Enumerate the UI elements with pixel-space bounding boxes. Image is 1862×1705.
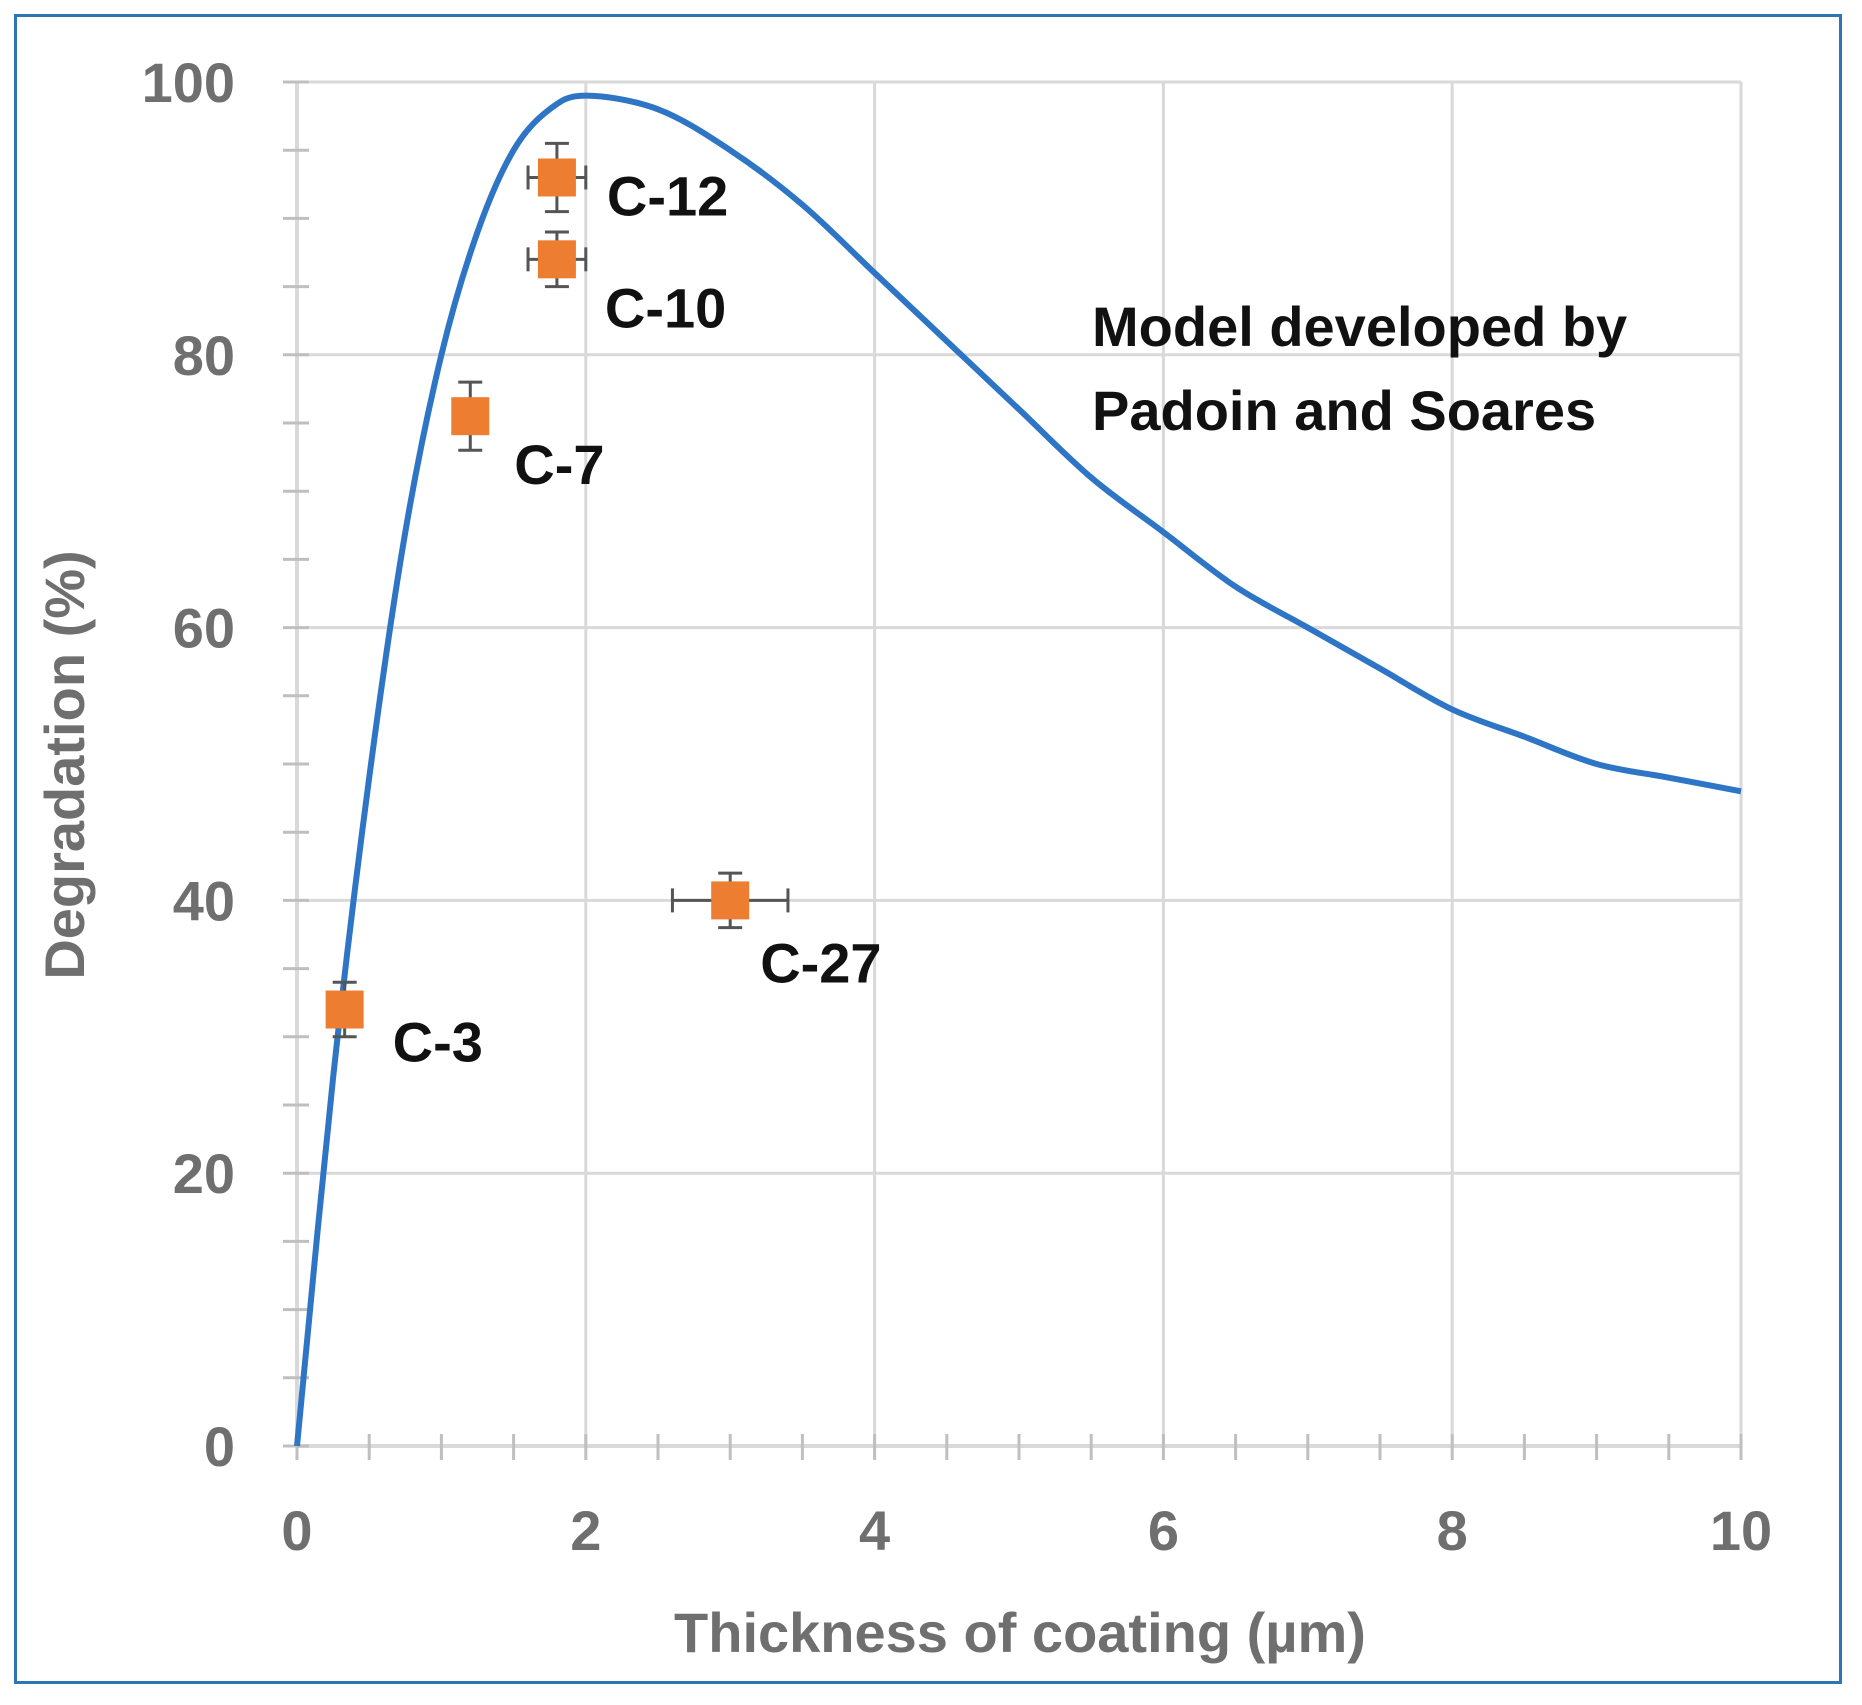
data-point-marker xyxy=(537,158,576,197)
y-tick-label: 20 xyxy=(173,1142,235,1205)
grid xyxy=(295,80,1743,1448)
point-labels: C-3 C-7 C-10 C-12 C-27 xyxy=(393,164,882,1073)
data-point-label: C-7 xyxy=(514,433,604,496)
y-tick-label: 80 xyxy=(173,324,235,387)
data-point-marker xyxy=(451,397,490,436)
y-tick-label: 60 xyxy=(173,597,235,660)
x-tick-label: 8 xyxy=(1437,1499,1468,1562)
x-tick-label: 4 xyxy=(859,1499,890,1562)
data-point-marker xyxy=(537,240,576,279)
axes xyxy=(283,80,1743,1460)
y-tick-label: 0 xyxy=(204,1415,235,1478)
data-point-group xyxy=(451,380,490,452)
model-annotation-line-2: Padoin and Soares xyxy=(1092,379,1596,442)
y-tick-label: 40 xyxy=(173,869,235,932)
data-point-label: C-12 xyxy=(607,164,728,227)
x-tick-label: 6 xyxy=(1148,1499,1179,1562)
model-curve xyxy=(294,92,1742,1447)
data-points xyxy=(325,141,790,1039)
x-tick-label: 0 xyxy=(281,1499,312,1562)
y-tick-label: 100 xyxy=(142,51,235,114)
x-axis-title: Thickness of coating (µm) xyxy=(674,1601,1366,1664)
data-point-marker xyxy=(711,881,750,920)
data-point-label: C-10 xyxy=(605,276,726,339)
model-curve-group xyxy=(294,92,1742,1447)
data-point-marker xyxy=(325,990,364,1029)
y-axis-title: Degradation (%) xyxy=(33,550,96,979)
data-point-group xyxy=(325,980,364,1039)
chart-frame xyxy=(14,14,1842,1684)
data-point-label: C-27 xyxy=(760,931,881,994)
data-point-group xyxy=(526,230,588,289)
data-point-group xyxy=(670,871,790,930)
model-annotation-line-1: Model developed by xyxy=(1092,295,1627,358)
x-tick-label: 2 xyxy=(570,1499,601,1562)
data-point-group xyxy=(526,141,588,214)
data-point-label: C-3 xyxy=(393,1011,483,1074)
x-tick-label: 10 xyxy=(1710,1499,1772,1562)
